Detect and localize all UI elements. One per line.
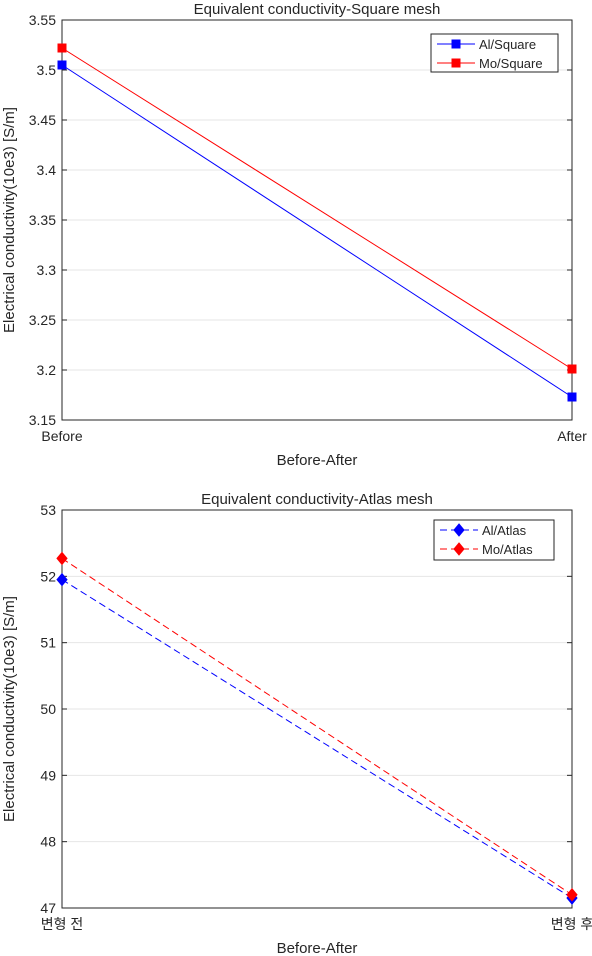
y-tick-label: 3.45 xyxy=(29,112,56,128)
series-mo-atlas xyxy=(56,551,578,902)
y-tick-label: 3.25 xyxy=(29,312,56,328)
data-point xyxy=(566,887,578,902)
chart-2: 47 48 49 50 51 52 53 변형 전 변형 후 Al/Atlas Mo/Atlas Eq… xyxy=(1,491,592,956)
y-tick-label: 3.2 xyxy=(37,362,57,378)
data-point xyxy=(567,364,577,374)
legend-marker xyxy=(453,542,465,556)
y-tick-label: 3.5 xyxy=(37,62,57,78)
y-tick-label: 51 xyxy=(40,635,56,651)
y-tick-label: 50 xyxy=(40,701,56,717)
axes-box xyxy=(61,19,573,421)
x-axis-label: Before-After xyxy=(277,452,358,469)
data-point xyxy=(57,60,67,70)
data-point xyxy=(56,551,68,566)
x-tick-label: Before xyxy=(41,428,82,444)
x-axis-label: Before-After xyxy=(277,940,358,956)
x-tick-label: After xyxy=(557,428,587,444)
y-tick-label: 3.55 xyxy=(29,12,56,28)
legend-label: Mo/Square xyxy=(479,56,543,71)
legend: Al/Atlas Mo/Atlas xyxy=(433,519,555,561)
chart-title: Equivalent conductivity-Square mesh xyxy=(194,1,441,18)
legend-marker xyxy=(453,523,465,537)
data-point xyxy=(567,392,577,402)
series-line xyxy=(61,47,573,370)
y-tick-label: 49 xyxy=(40,767,56,783)
axes-box xyxy=(61,509,573,909)
series-line xyxy=(61,579,573,899)
series-al-square xyxy=(57,60,577,402)
legend-label: Mo/Atlas xyxy=(482,542,533,557)
legend-marker xyxy=(451,58,461,68)
data-point xyxy=(57,43,67,53)
y-tick-label: 47 xyxy=(40,900,56,916)
y-tick-label: 3.35 xyxy=(29,212,56,228)
x-tick-label: 변형 후 xyxy=(551,916,592,932)
legend: Al/Square Mo/Square xyxy=(430,33,559,73)
legend-label: Al/Square xyxy=(479,37,536,52)
data-point xyxy=(56,572,68,587)
chart-title: Equivalent conductivity-Atlas mesh xyxy=(201,491,433,508)
series-mo-square xyxy=(57,43,577,374)
y-tick-label: 3.3 xyxy=(37,262,57,278)
x-tick-label: 변형 전 xyxy=(41,916,84,932)
y-tick-label: 52 xyxy=(40,568,56,584)
series-line xyxy=(61,64,573,398)
y-axis-label: Electrical conductivity(10e3) [S/m] xyxy=(1,596,18,822)
legend-label: Al/Atlas xyxy=(482,523,527,538)
legend-box xyxy=(433,519,555,561)
legend-marker xyxy=(451,39,461,49)
y-tick-label: 3.15 xyxy=(29,412,56,428)
chart-1: 3.15 3.2 3.25 3.3 3.35 3.4 3.45 3.5 3.55 Before Af… xyxy=(1,1,587,469)
y-axis-label: Electrical conductivity(10e3) [S/m] xyxy=(1,107,18,333)
series-line xyxy=(61,558,573,896)
y-tick-label: 53 xyxy=(40,502,56,518)
y-tick-label: 3.4 xyxy=(37,162,57,178)
y-tick-label: 48 xyxy=(40,834,56,850)
